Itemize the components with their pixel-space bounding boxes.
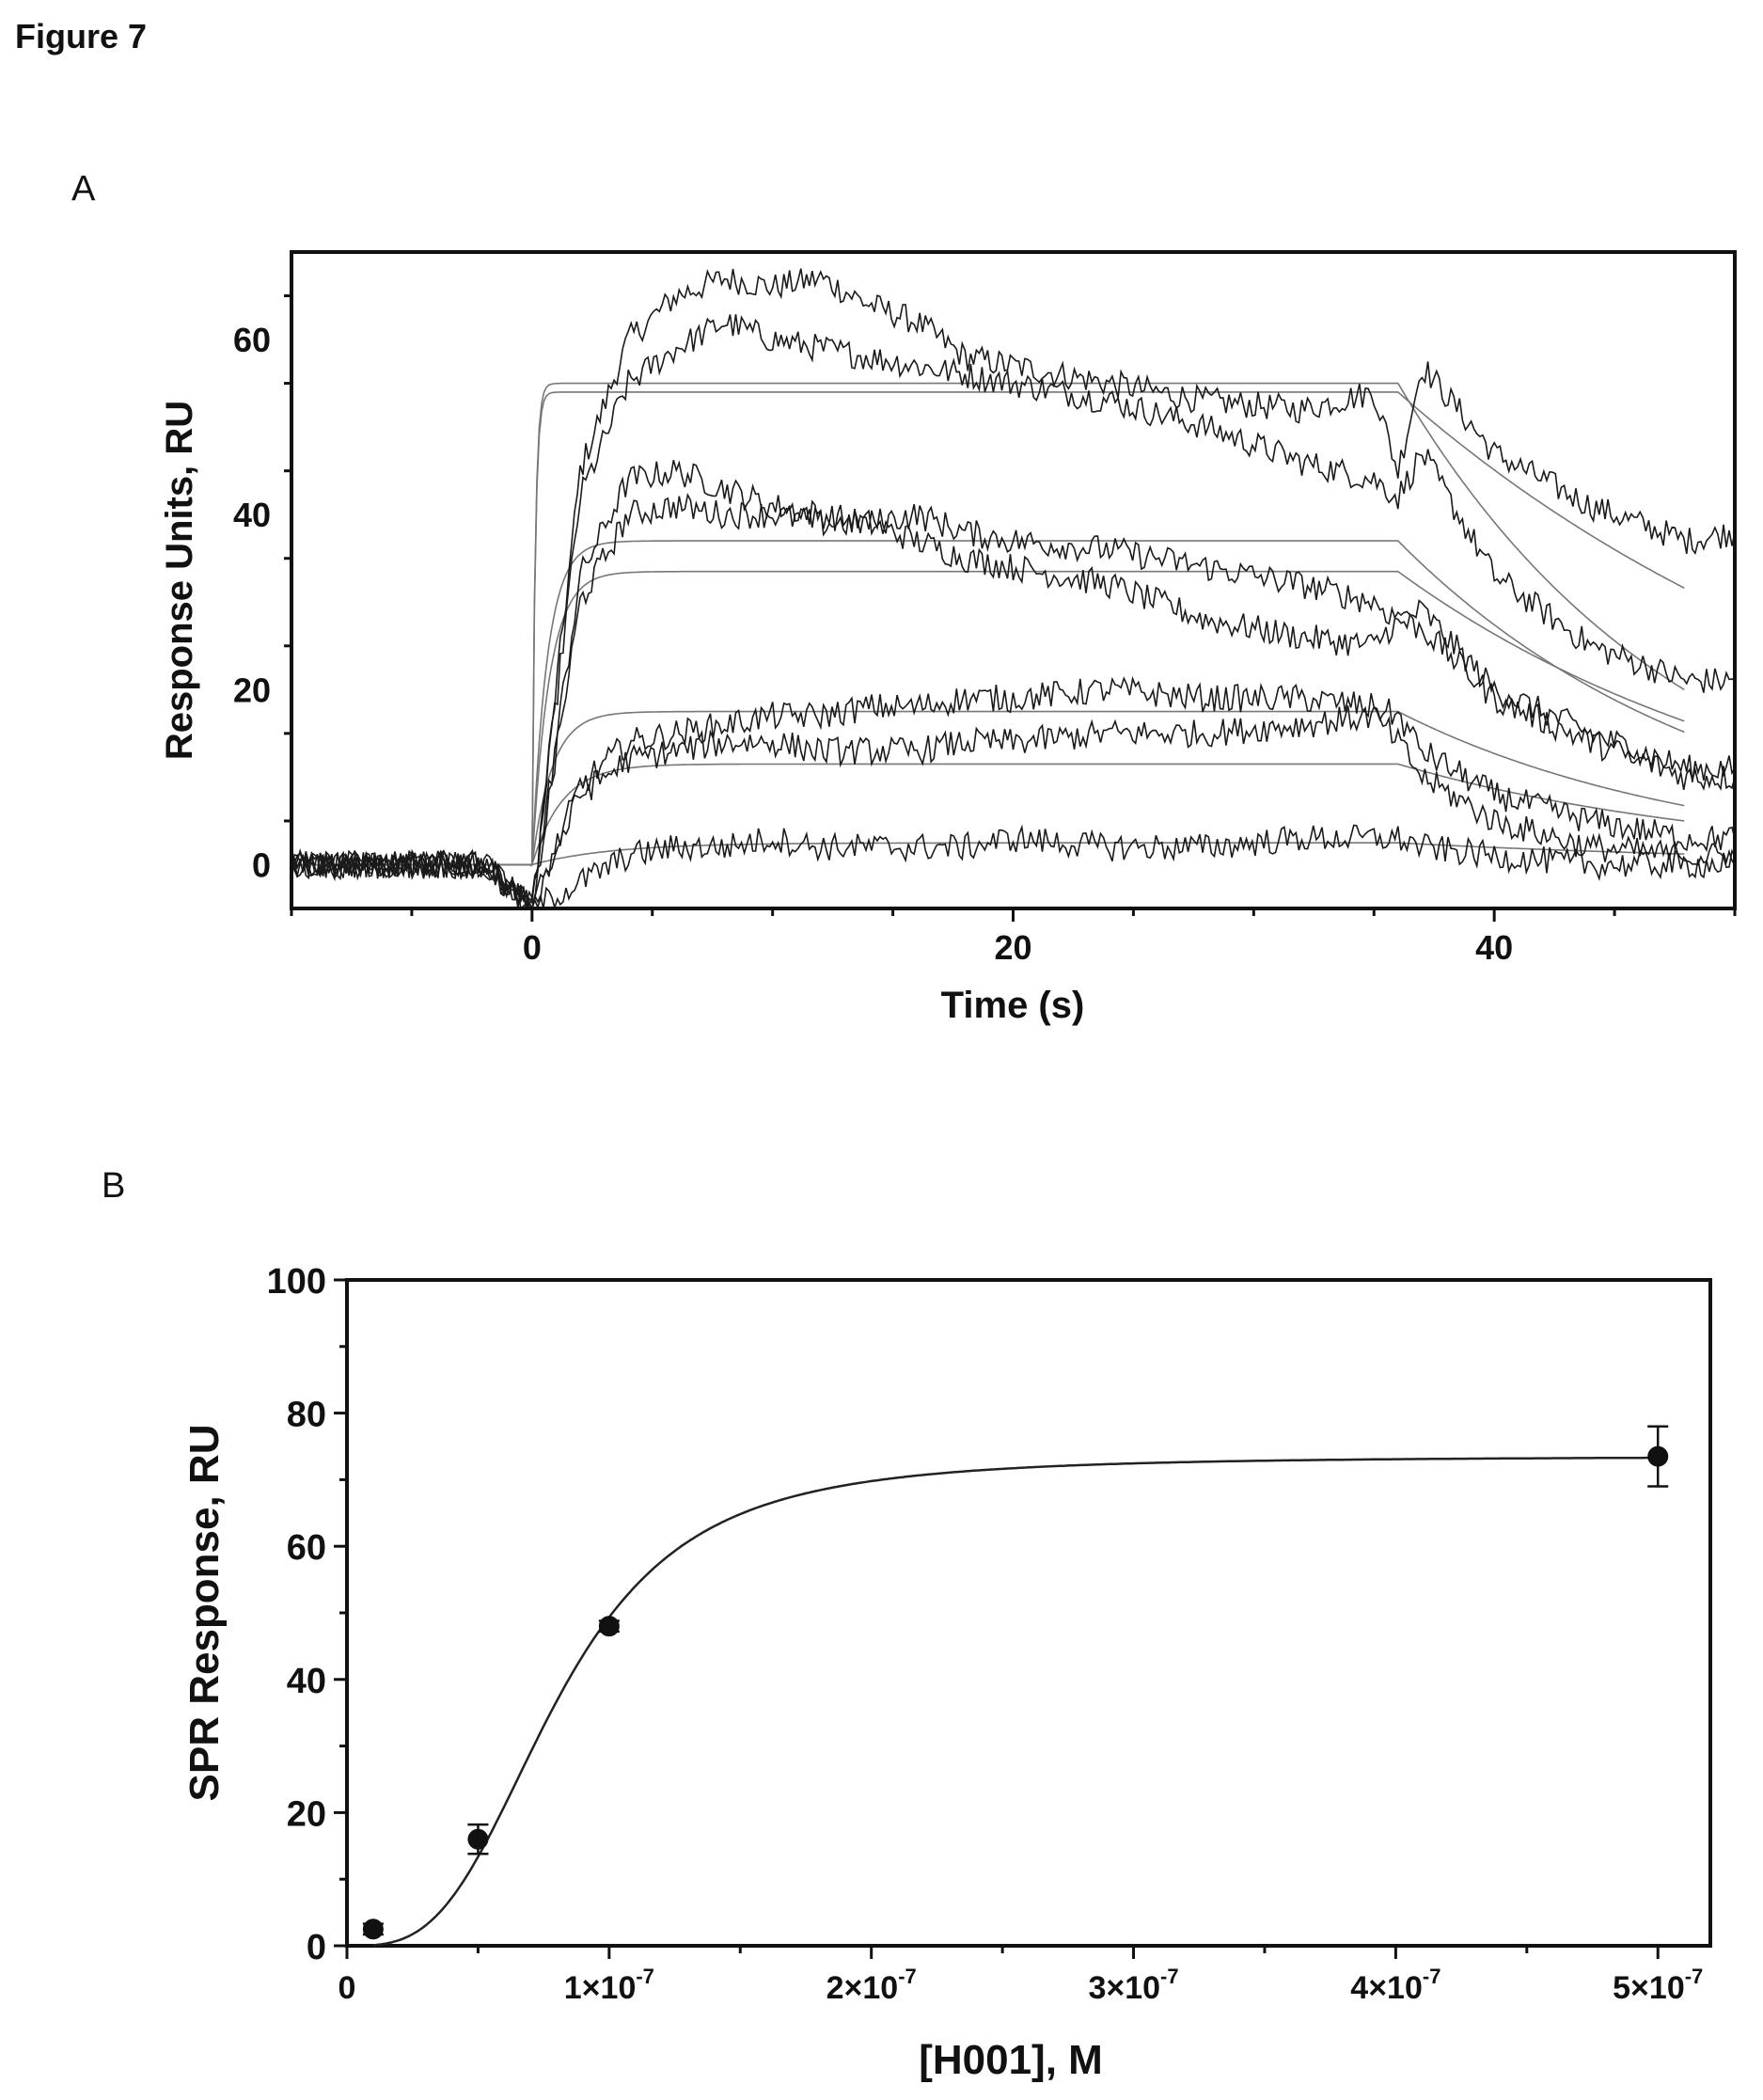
panel-a-fit-curve-8 [291,391,1685,867]
panel-b-y-tick-label: 60 [287,1528,326,1568]
panel-a-y-axis-label: Response Units, RU [159,401,200,760]
panel-b-x-tick-label: 2×10-7 [826,1965,917,2006]
panel-b-x-tick-label: 1×10-7 [564,1965,654,2006]
panel-a-y-tick-label: 40 [233,496,271,534]
panel-a-y-tick-label: 0 [252,845,271,884]
panel-b-y-axis: 0 20 40 60 80 100 [267,1262,347,1967]
panel-b-label: B [102,1166,126,1206]
panel-a-measured-curves [291,268,1736,911]
panel-b-point-2 [598,1616,620,1637]
panel-a-fit-curve-12 [291,763,1685,866]
panel-a-y-tick-label: 60 [233,321,271,359]
panel-a-y-axis: 0 20 40 60 [233,294,291,884]
panel-a-fit-curve-9 [291,540,1685,867]
panel-b-x-tick-label: 5×10-7 [1613,1965,1703,2006]
panel-b-y-tick-label: 80 [287,1396,326,1435]
panel-a-measured-curve-3 [291,492,1736,909]
panel-b-plot-frame [345,1278,1712,1948]
panel-b-point-3 [1647,1445,1669,1467]
panel-b-x-tick-exponent: -7 [1160,1965,1179,1988]
panel-a-x-tick-label: 40 [1475,928,1513,967]
panel-a-fit-curves [291,382,1685,867]
panel-a-x-tick-label: 20 [994,928,1031,967]
panel-a-x-tick-label: 0 [523,928,542,967]
panel-b-point-0 [362,1918,384,1940]
panel-a-label: A [71,169,96,209]
panel-b-x-axis-label: [H001], M [919,2037,1103,2083]
panel-b-x-axis: 0 1×10-7 2×10-7 3×10-7 4×10-7 5×10-7 [338,1946,1703,2006]
panel-b-x-tick-exponent: -7 [1423,1965,1441,1988]
panel-b-chart: 0 20 40 60 80 100 0 1×10-7 2×10-7 3×10-7 4×10-7 5×… [181,1262,1712,2083]
figure-title: Figure 7 [15,17,148,55]
panel-b-x-tick-label: 3×10-7 [1088,1965,1178,2006]
panel-b-y-tick-label: 20 [287,1794,326,1834]
panel-a-y-tick-label: 20 [233,671,271,709]
panel-a-x-axis-label: Time (s) [941,985,1085,1026]
panel-a-fit-curve-11 [291,710,1685,867]
panel-b-y-axis-label: SPR Response, RU [181,1425,228,1802]
panel-b-point-1 [467,1828,489,1850]
panel-b-fit-curve [372,1456,1656,1947]
panel-a-measured-curve-6 [291,824,1736,910]
panel-b-y-tick-label: 0 [307,1928,326,1967]
panel-b-x-tick-label: 0 [338,1970,356,2006]
panel-b-y-tick-label: 100 [267,1262,326,1302]
panel-a-measured-curve-0 [291,268,1736,910]
panel-a-measured-curve-5 [291,705,1736,911]
panel-b-y-tick-label: 40 [287,1662,326,1701]
panel-b-x-tick-exponent: -7 [1685,1965,1704,1988]
panel-b-x-tick-label: 4×10-7 [1350,1965,1440,2006]
panel-b-x-tick-exponent: -7 [898,1965,917,1988]
panel-a-measured-curve-1 [291,314,1736,910]
panel-b-x-tick-exponent: -7 [636,1965,654,1988]
panel-a-fit-curve-10 [291,570,1685,867]
panel-a-chart: 0 20 40 60 0 20 40 Time (s) Response Units, R… [159,250,1737,1026]
panel-b-data-points [362,1425,1669,1940]
panel-a-x-axis: 0 20 40 [290,908,1737,967]
